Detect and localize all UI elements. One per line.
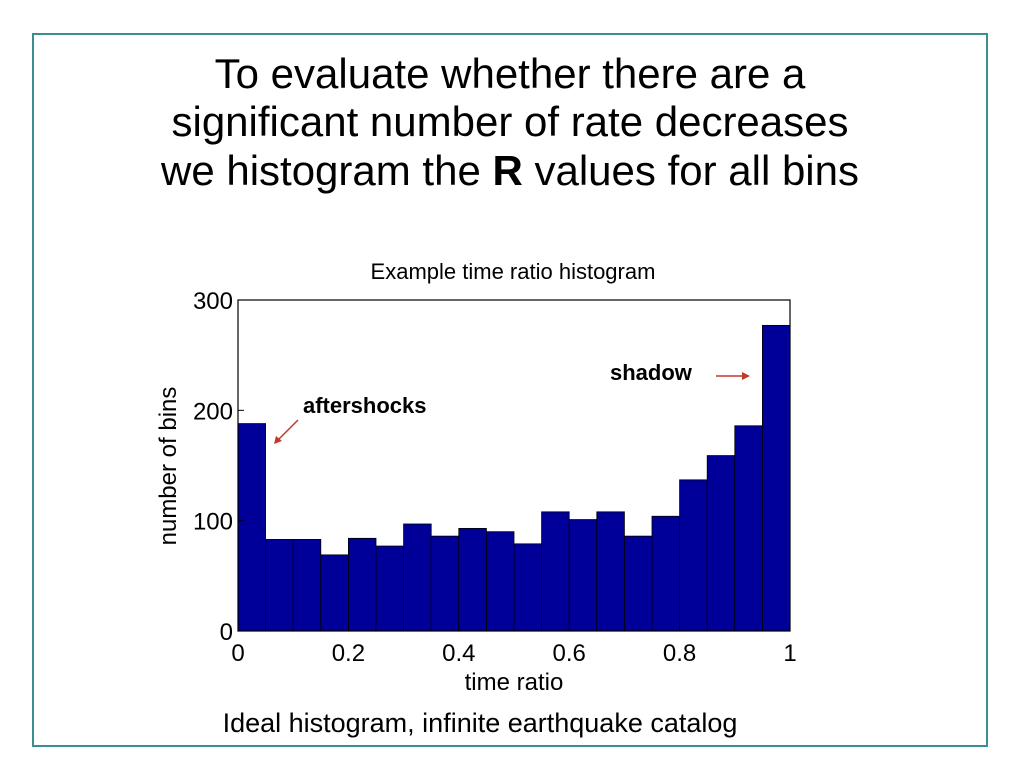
title-bold-r: R [492, 146, 523, 194]
y-tick-label: 0 [220, 619, 233, 646]
x-tick-label: 0.4 [442, 640, 475, 667]
slide-frame [32, 33, 988, 747]
x-axis-label: time ratio [465, 669, 564, 696]
x-tick-label: 1 [783, 640, 796, 667]
arrow-aftershocks [275, 419, 299, 443]
histogram-bar [430, 535, 460, 632]
title-line-2: significant number of rate decreases [171, 98, 849, 146]
histogram-bar [568, 519, 598, 632]
histogram-bar [403, 523, 432, 632]
histogram-bar [458, 527, 487, 632]
arrowhead-shadow [742, 372, 750, 380]
bars-group [237, 324, 791, 632]
histogram-bar [651, 515, 681, 632]
arrowhead-aftershocks [274, 436, 282, 444]
chart-title: Example time ratio histogram [371, 259, 656, 284]
x-tick-label: 0 [231, 640, 244, 667]
slide-caption: Ideal histogram, infinite earthquake cat… [222, 708, 738, 738]
histogram-bar [679, 479, 708, 632]
histogram-bar [706, 455, 736, 632]
histogram-bar [513, 543, 543, 632]
y-tick-label: 200 [193, 398, 233, 425]
title-line-3-start: we histogram the [160, 146, 493, 194]
title-line-3-end: values for all bins [522, 146, 859, 194]
histogram-bar [596, 511, 625, 632]
histogram-bar [624, 535, 653, 632]
histogram-bar [734, 425, 763, 632]
x-tick-label: 0.2 [332, 640, 365, 667]
histogram-bar [541, 511, 570, 632]
ticks-group: 0 0.2 0.4 0.6 0.8 1 0 100 200 300 [193, 288, 797, 667]
histogram-bar [485, 531, 515, 632]
histogram-bar [265, 539, 294, 632]
histogram-bar [320, 554, 349, 632]
histogram-bar [292, 539, 322, 632]
annotation-aftershocks: aftershocks [303, 393, 427, 418]
y-axis-label: number of bins [155, 387, 182, 546]
x-tick-label: 0.8 [663, 640, 696, 667]
histogram-bar [375, 545, 405, 632]
annotation-shadow: shadow [610, 360, 693, 385]
axes-box [237, 299, 791, 632]
histogram-bar [237, 423, 267, 632]
y-tick-label: 100 [193, 509, 233, 536]
slide-title: To evaluate whether there are a signific… [32, 50, 988, 195]
histogram-bar [762, 324, 791, 632]
x-tick-label: 0.6 [553, 640, 586, 667]
y-tick-label: 300 [193, 288, 233, 315]
histogram-bar [347, 537, 377, 632]
title-line-1: To evaluate whether there are a [214, 50, 806, 97]
